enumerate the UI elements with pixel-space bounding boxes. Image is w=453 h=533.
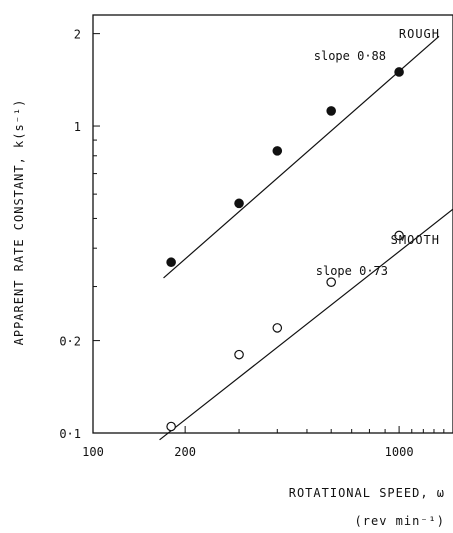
rough-point — [394, 67, 404, 77]
y-tick-label: 1 — [74, 120, 81, 134]
rough-fit-line — [163, 35, 440, 279]
x-axis-title: ROTATIONAL SPEED, ω — [289, 486, 445, 500]
rough-label: ROUGH — [399, 27, 440, 41]
fit-lines — [159, 35, 453, 441]
y-tick-label: 0·2 — [59, 335, 81, 349]
y-axis-title: APPARENT RATE CONSTANT, k(s⁻¹) — [12, 99, 26, 346]
x-tick-label: 1000 — [385, 445, 414, 459]
rough-point — [326, 106, 336, 116]
rough-slope-annotation: slope 0·88 — [314, 49, 386, 63]
rough-point — [272, 146, 283, 156]
y-tick-label: 0·1 — [59, 427, 81, 441]
smooth-slope-annotation: slope 0·73 — [316, 264, 388, 278]
smooth-point — [234, 349, 244, 360]
plot-frame — [92, 14, 453, 434]
smooth-point — [394, 230, 404, 241]
tick-labels: 100 200 1000 0·1 0·2 1 2 — [59, 28, 413, 459]
data-markers — [166, 67, 404, 432]
rough-point — [166, 257, 176, 268]
series-annotations: ROUGH slope 0·88 SMOOTH slope 0·73 — [314, 27, 440, 278]
axis-ticks — [92, 33, 453, 434]
smooth-label: SMOOTH — [391, 233, 440, 247]
x-tick-label: 200 — [174, 445, 196, 459]
rough-point — [234, 198, 244, 209]
smooth-point — [272, 323, 283, 333]
smooth-point — [326, 277, 336, 287]
x-tick-label: 100 — [82, 445, 104, 459]
smooth-fit-line — [159, 208, 453, 441]
x-axis-unit: (rev min⁻¹) — [355, 514, 445, 528]
y-tick-label: 2 — [74, 28, 81, 42]
smooth-point — [166, 421, 176, 432]
